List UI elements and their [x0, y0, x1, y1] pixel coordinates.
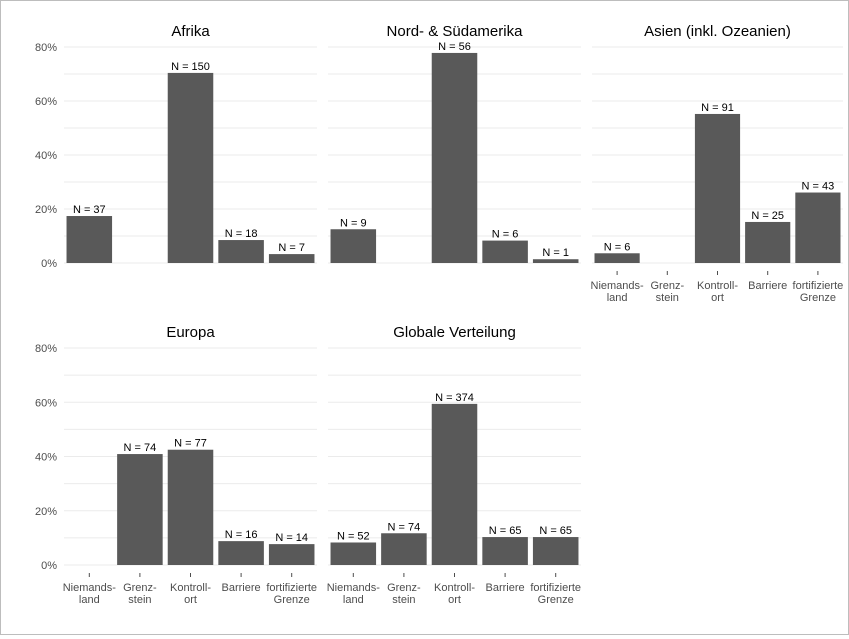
y-tick-label: 40%	[35, 452, 57, 464]
y-tick-label: 60%	[35, 397, 57, 409]
x-tick-label: ort	[711, 292, 724, 304]
x-tick-label: Niemands-	[63, 582, 117, 594]
bar	[532, 537, 579, 565]
y-tick-label: 0%	[41, 258, 57, 270]
bar	[218, 240, 264, 263]
x-tick-label: Niemands-	[327, 582, 381, 594]
bar	[594, 253, 640, 263]
bar-count-label: N = 56	[438, 41, 471, 53]
bar-count-label: N = 6	[604, 241, 631, 253]
bar-count-label: N = 43	[802, 181, 835, 193]
x-tick-label: Kontroll-	[434, 582, 475, 594]
bar	[268, 254, 315, 263]
bar	[330, 229, 377, 263]
bar-count-label: N = 150	[171, 61, 210, 73]
x-tick-label: fortifizierte	[266, 582, 317, 594]
panel-title: Afrika	[171, 23, 210, 40]
y-tick-label: 60%	[35, 96, 57, 108]
bar-count-label: N = 9	[340, 217, 367, 229]
bar	[381, 533, 427, 565]
x-tick-label: Kontroll-	[697, 280, 738, 292]
x-tick-label: stein	[656, 292, 679, 304]
y-tick-label: 40%	[35, 150, 57, 162]
bar	[167, 449, 214, 565]
y-tick-label: 80%	[35, 343, 57, 355]
bar-count-label: N = 1	[542, 247, 569, 259]
y-tick-label: 80%	[35, 42, 57, 54]
bar-count-label: N = 52	[337, 530, 370, 542]
x-tick-label: land	[79, 594, 100, 606]
bar-count-label: N = 74	[124, 442, 157, 454]
x-tick-label: Grenz-	[123, 582, 157, 594]
x-tick-label: ort	[184, 594, 197, 606]
bar-count-label: N = 74	[388, 521, 421, 533]
bar-count-label: N = 77	[174, 438, 207, 450]
x-tick-label: Barriere	[222, 582, 261, 594]
x-tick-label: Grenz-	[387, 582, 421, 594]
x-tick-label: stein	[128, 594, 151, 606]
x-tick-label: Kontroll-	[170, 582, 211, 594]
bar	[431, 52, 478, 263]
bar	[218, 541, 264, 565]
bar-count-label: N = 18	[225, 228, 258, 240]
y-tick-label: 20%	[35, 506, 57, 518]
bar	[330, 542, 377, 565]
bar	[532, 259, 579, 263]
x-tick-label: stein	[392, 594, 415, 606]
bar-count-label: N = 91	[701, 102, 734, 114]
bar	[482, 537, 528, 565]
bar	[117, 454, 163, 565]
bar-count-label: N = 6	[492, 229, 519, 241]
panel-title: Nord- & Südamerika	[387, 23, 524, 40]
x-tick-label: ort	[448, 594, 461, 606]
panel-title: Asien (inkl. Ozeanien)	[644, 23, 791, 40]
x-tick-label: fortifizierte	[530, 582, 581, 594]
x-tick-label: land	[343, 594, 364, 606]
x-tick-label: Grenze	[274, 594, 310, 606]
bar	[167, 72, 214, 263]
bar-count-label: N = 25	[751, 210, 784, 222]
x-tick-label: Barriere	[486, 582, 525, 594]
bar-count-label: N = 65	[489, 525, 522, 537]
bar	[66, 216, 113, 263]
x-tick-label: Barriere	[748, 280, 787, 292]
x-tick-label: Grenze	[800, 292, 836, 304]
bar-count-label: N = 37	[73, 204, 106, 216]
x-tick-label: fortifizierte	[793, 280, 844, 292]
bar	[795, 192, 841, 263]
bar	[482, 240, 528, 263]
bar	[694, 113, 741, 264]
y-tick-label: 20%	[35, 204, 57, 216]
bar-count-label: N = 65	[539, 525, 572, 537]
panel-title: Globale Verteilung	[393, 324, 516, 341]
bar	[268, 544, 315, 565]
x-tick-label: Niemands-	[591, 280, 645, 292]
x-tick-label: Grenze	[538, 594, 574, 606]
x-tick-label: land	[607, 292, 628, 304]
bar	[431, 403, 478, 565]
bar-count-label: N = 14	[275, 532, 308, 544]
x-tick-label: Grenz-	[650, 280, 684, 292]
bar-count-label: N = 374	[435, 392, 474, 404]
panel-title: Europa	[166, 324, 215, 341]
y-tick-label: 0%	[41, 560, 57, 572]
bar	[745, 221, 791, 263]
bar-count-label: N = 16	[225, 529, 258, 541]
bar-count-label: N = 7	[278, 242, 305, 254]
